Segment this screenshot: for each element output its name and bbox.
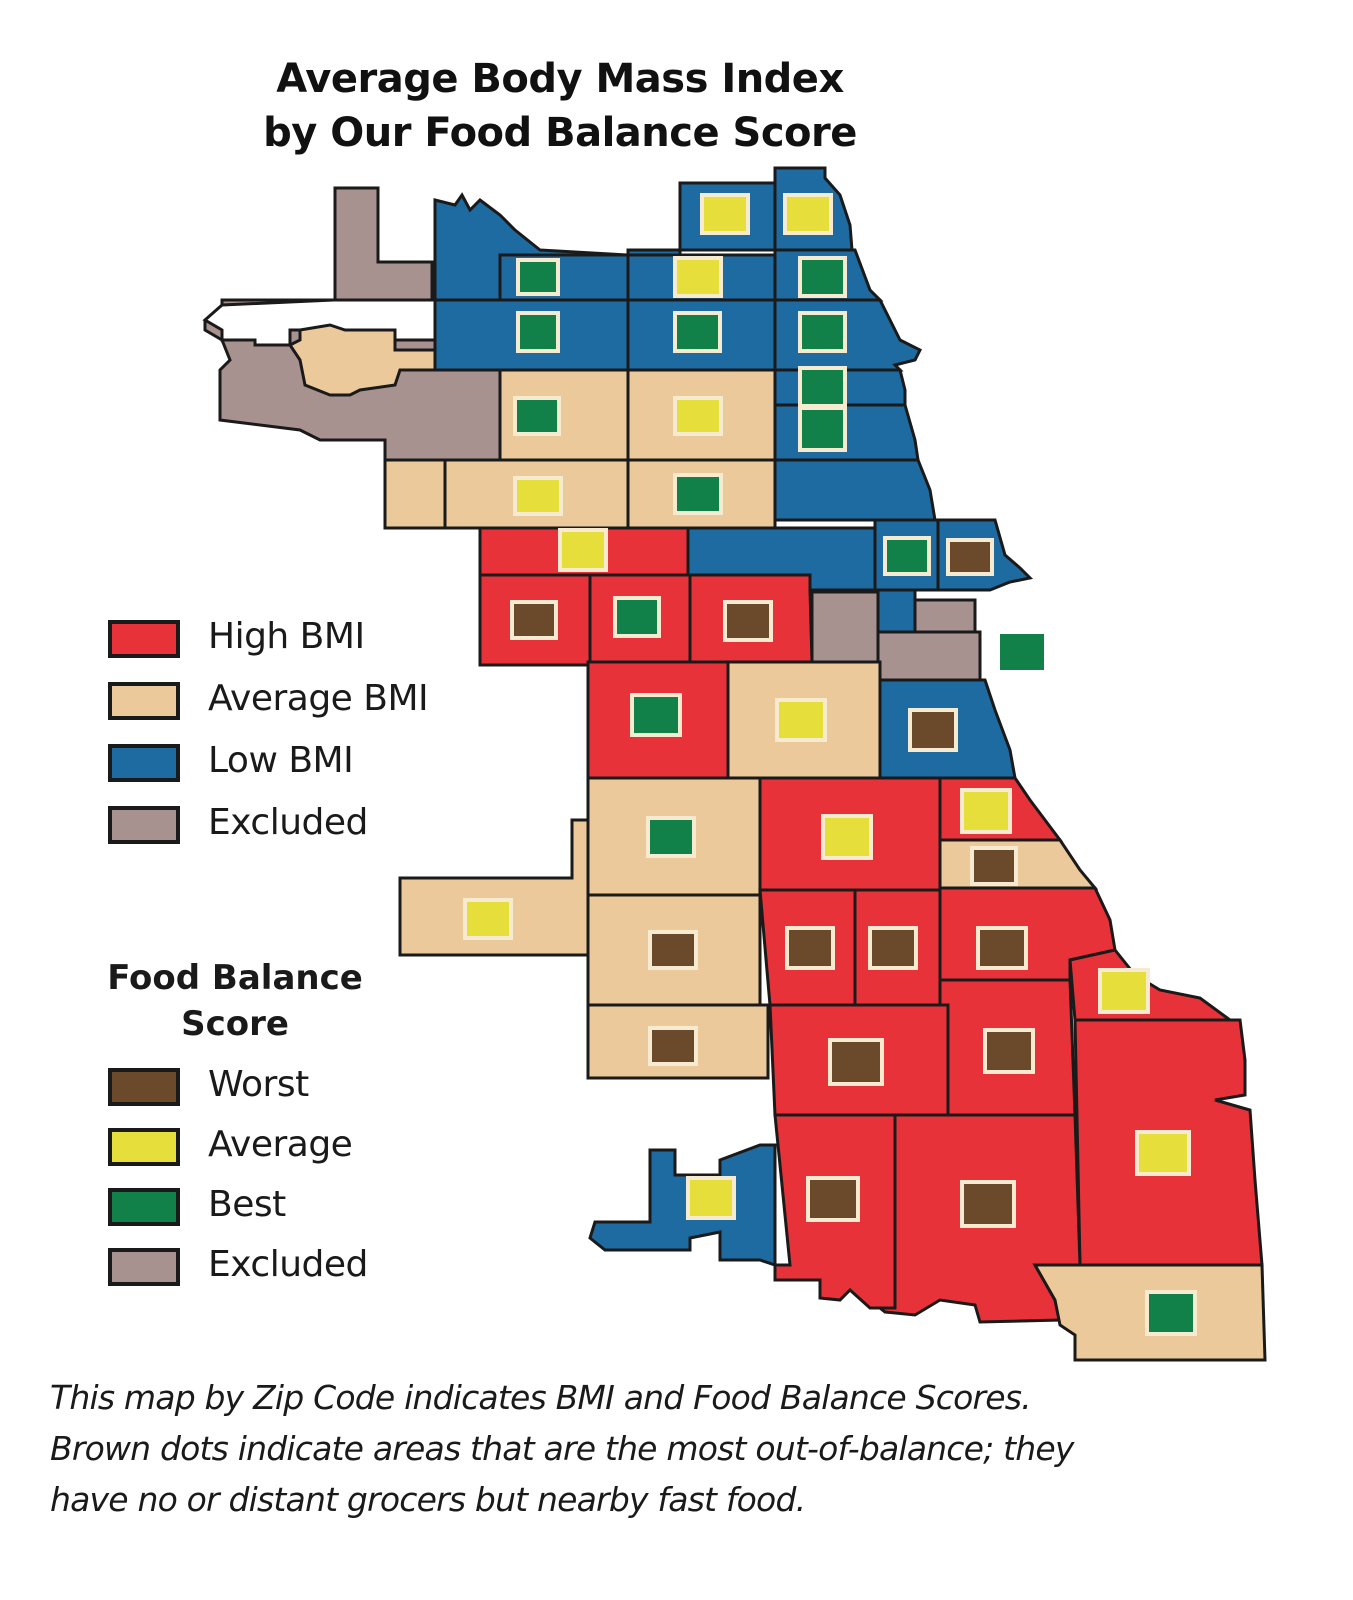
- score-dot-worst: [960, 1180, 1016, 1228]
- zip-zone-low-bmi: [588, 1143, 777, 1268]
- score-dot-worst: [806, 1176, 860, 1222]
- score-dot-worst: [648, 1026, 698, 1066]
- caption-line-1: This map by Zip Code indicates BMI and F…: [50, 1378, 1032, 1417]
- score-dot-average: [673, 396, 723, 436]
- score-dot-worst: [976, 926, 1028, 970]
- score-dot-best: [1000, 634, 1044, 670]
- worst-swatch: [108, 1068, 180, 1106]
- caption-line-3: have no or distant grocers but nearby fa…: [50, 1480, 806, 1519]
- legend-label: High BMI: [208, 616, 365, 657]
- score-dot-average: [673, 256, 723, 298]
- score-dot-best: [798, 406, 847, 452]
- best-swatch: [108, 1188, 180, 1226]
- zip-zone-excluded: [913, 598, 977, 634]
- score-dot-best: [673, 473, 723, 515]
- legend-label: Worst: [208, 1064, 309, 1105]
- score-dot-worst: [648, 930, 698, 970]
- score-dot-worst: [785, 926, 835, 970]
- legend-item-best: Best: [108, 1184, 488, 1238]
- legend-item-excluded-score: Excluded: [108, 1244, 488, 1298]
- score-dot-worst: [970, 846, 1018, 886]
- score-dot-worst: [828, 1038, 884, 1086]
- score-dot-best: [798, 256, 847, 298]
- score-dot-worst: [510, 600, 558, 640]
- score-dot-best: [646, 816, 696, 858]
- map-title: Average Body Mass Index by Our Food Bala…: [180, 52, 940, 160]
- score-dot-average: [513, 476, 563, 516]
- score-dot-worst: [908, 708, 958, 752]
- score-dot-average: [960, 788, 1012, 834]
- zip-zone-excluded: [876, 630, 982, 682]
- average-swatch: [108, 1128, 180, 1166]
- legend-item-excluded: Excluded: [108, 802, 488, 856]
- legend-item-high-bmi: High BMI: [108, 616, 488, 670]
- title-line-1: Average Body Mass Index: [276, 56, 844, 102]
- zip-zone-excluded: [810, 590, 880, 664]
- score-dot-best: [613, 596, 661, 638]
- score-dot-worst: [983, 1028, 1035, 1074]
- score-dot-best: [513, 396, 561, 436]
- score-dot-best: [630, 693, 682, 737]
- score-dot-average: [1098, 968, 1150, 1014]
- score-dot-best: [883, 536, 931, 576]
- score-dot-best: [1145, 1290, 1197, 1336]
- score-dot-average: [686, 1176, 736, 1220]
- zip-zone-low-bmi: [773, 298, 923, 372]
- legend-label: Excluded: [208, 802, 368, 843]
- score-dot-average: [821, 814, 873, 860]
- score-dot-average: [783, 193, 833, 235]
- food-balance-dots: [463, 193, 1197, 1336]
- high-bmi-swatch: [108, 620, 180, 658]
- zip-zone-average-bmi: [383, 458, 447, 530]
- score-dot-worst: [868, 926, 918, 970]
- legend-label: Low BMI: [208, 740, 354, 781]
- map-caption: This map by Zip Code indicates BMI and F…: [50, 1372, 1320, 1525]
- score-dot-average: [1135, 1130, 1191, 1176]
- score-dot-best: [798, 366, 847, 408]
- zip-zone-average-bmi: [398, 818, 590, 957]
- score-dot-best: [516, 258, 560, 296]
- heading-line-1: Food Balance: [107, 958, 363, 998]
- excluded-swatch: [108, 806, 180, 844]
- title-line-2: by Our Food Balance Score: [263, 110, 857, 156]
- caption-line-2: Brown dots indicate areas that are the m…: [50, 1429, 1074, 1468]
- legend-item-low-bmi: Low BMI: [108, 740, 488, 794]
- score-dot-worst: [946, 538, 994, 576]
- legend-item-worst: Worst: [108, 1064, 488, 1118]
- score-dot-best: [673, 311, 722, 353]
- zip-zone-low-bmi: [876, 588, 917, 634]
- excluded-swatch: [108, 1248, 180, 1286]
- score-legend-heading: Food Balance Score: [100, 955, 370, 1047]
- zip-zone-low-bmi: [773, 458, 937, 522]
- legend-label: Best: [208, 1184, 286, 1225]
- score-dot-best: [516, 311, 560, 353]
- legend-label: Excluded: [208, 1244, 368, 1285]
- heading-line-2: Score: [181, 1004, 289, 1044]
- average-bmi-swatch: [108, 682, 180, 720]
- low-bmi-swatch: [108, 744, 180, 782]
- score-dot-worst: [723, 600, 773, 642]
- legend-item-average-bmi: Average BMI: [108, 678, 488, 732]
- legend-label: Average BMI: [208, 678, 429, 719]
- score-dot-best: [798, 311, 847, 353]
- score-dot-average: [775, 698, 827, 742]
- legend-label: Average: [208, 1124, 353, 1165]
- score-dot-average: [463, 898, 513, 940]
- score-dot-average: [558, 528, 608, 572]
- score-dot-average: [700, 193, 750, 235]
- zip-zone-average-bmi: [287, 323, 437, 397]
- legend-item-average: Average: [108, 1124, 488, 1178]
